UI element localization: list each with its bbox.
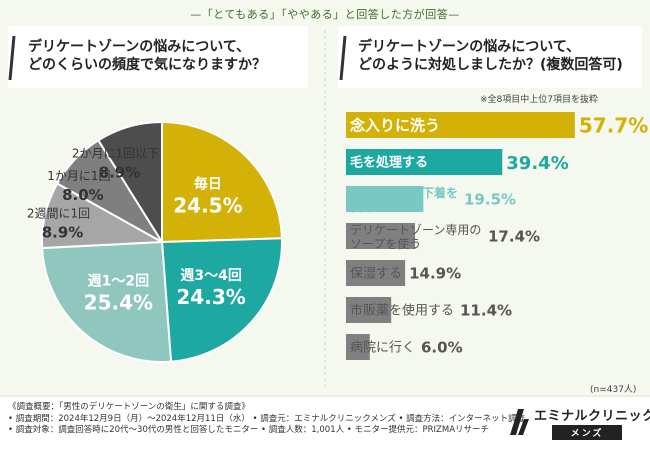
right-question-title: デリケートゾーンの悩みについて、 どのように対処しましたか？(複数回答可) xyxy=(358,39,623,73)
bar-value: 6.0% xyxy=(421,339,463,357)
pie-slice xyxy=(41,240,173,363)
bar-value: 11.4% xyxy=(460,302,512,320)
bar-label: 病院に行く xyxy=(350,341,415,356)
logo-name: エミナルクリニック xyxy=(534,409,650,424)
pie-slice-value: 8.9% xyxy=(99,164,141,182)
pie-slice-label: 2週間に1回 xyxy=(27,206,90,220)
survey-overview: 《調査概要：「男性のデリケートゾーンの衛生」に関する調査》 • 調査期間：202… xyxy=(8,402,525,437)
bar xyxy=(346,260,406,286)
bar-value: 19.5% xyxy=(464,191,516,209)
bar-label: デリケートゾーン専用の xyxy=(350,222,481,237)
bar-label: ソープを使う xyxy=(350,236,421,251)
pie-slice-value: 24.3% xyxy=(176,285,245,309)
bar-value: 57.7% xyxy=(579,114,648,138)
logo-sub: メンズ xyxy=(552,425,622,440)
survey-line-1: 《調査概要：「男性のデリケートゾーンの衛生」に関する調査》 xyxy=(8,402,250,412)
survey-line-2: • 調査期間：2024年12月9日（月）〜2024年12月11日（水） • 調査… xyxy=(8,413,526,424)
survey-line-3: • 調査対象：調査回答時に20代〜30代の男性と回答したモニター • 調査人数：… xyxy=(8,425,490,435)
pie-slice-label: 1か月に1回 xyxy=(47,169,110,183)
bar xyxy=(346,149,503,175)
bar-value: 39.4% xyxy=(506,153,568,174)
pie-slice xyxy=(160,237,283,363)
pie-slice-label: 週3〜4回 xyxy=(180,268,241,284)
pie-slice-value: 24.5% xyxy=(173,194,242,218)
bar-label: 通気性のよい下着を xyxy=(350,185,458,200)
bar-label: 毛を処理する xyxy=(350,155,428,171)
bar xyxy=(346,223,416,249)
bar-value: 14.9% xyxy=(409,265,461,283)
pie-slice-value: 8.9% xyxy=(42,223,84,241)
sample-size: (n=437人) xyxy=(590,385,637,395)
bar xyxy=(346,112,575,138)
right-note: ※全8項目中上位7項目を抜粋 xyxy=(480,95,598,105)
pie-slice xyxy=(161,120,283,244)
logo-mark-icon xyxy=(510,409,529,435)
bar xyxy=(346,297,392,323)
bar-value: 17.4% xyxy=(488,228,540,246)
bar-label: 使用する xyxy=(349,199,398,214)
bar-label: 念入りに洗う xyxy=(349,116,440,134)
pie-slice-label: 2か月に1回以下 xyxy=(72,147,159,161)
pie-slice-label: 毎日 xyxy=(194,176,222,193)
pie-slice-value: 25.4% xyxy=(84,291,153,315)
left-question-title: デリケートゾーンの悩みについて、 どのくらいの頻度で気になりますか？ xyxy=(28,39,266,73)
bar-label: 保湿する xyxy=(350,267,402,282)
pie-slice xyxy=(96,120,163,246)
header-note: —「とてもある」「ややある」と回答した方が回答— xyxy=(190,8,460,21)
bar xyxy=(346,334,370,360)
pie-slice-value: 8.0% xyxy=(62,186,104,204)
pie-slice-label: 週1〜2回 xyxy=(88,274,149,290)
bar-label: 市販薬を使用する xyxy=(350,303,454,319)
bar xyxy=(346,186,424,212)
pie-chart: 毎日24.5%週3〜4回24.3%週1〜2回25.4%2週間に1回8.9%1か月… xyxy=(27,120,283,363)
